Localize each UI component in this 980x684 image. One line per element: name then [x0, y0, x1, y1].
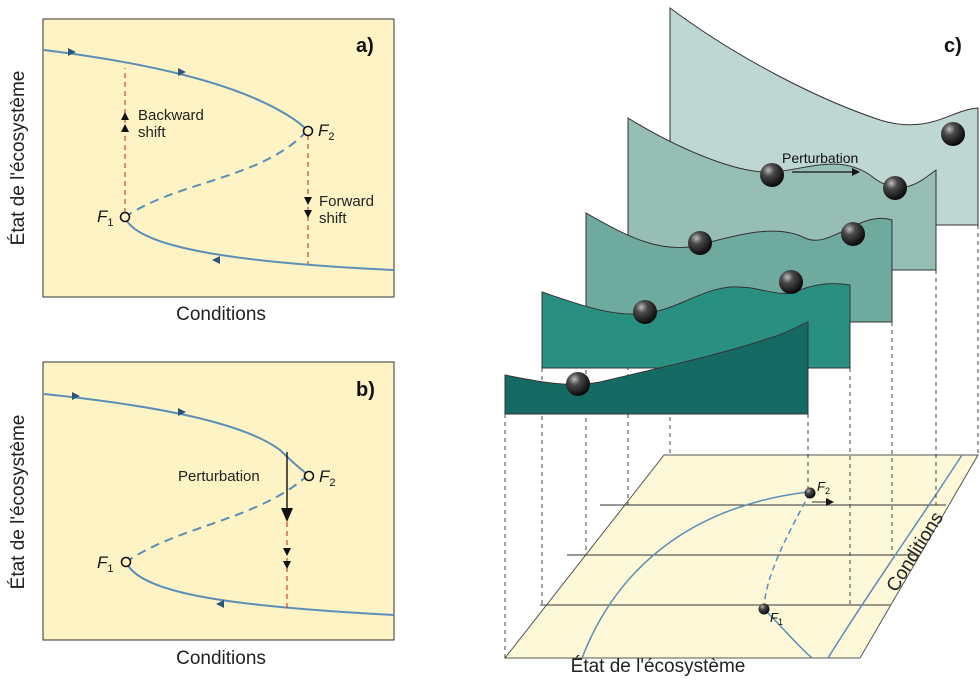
- panel-a-f1-label: F1: [97, 207, 114, 229]
- panel-a-f1-point: [119, 211, 131, 223]
- panel-a-label: a): [356, 35, 374, 57]
- panel-b-f2-label: F2: [319, 467, 336, 489]
- panel-c-ball-layer3-left: [688, 231, 712, 255]
- panel-b-ylabel: État de l'écosystème: [8, 415, 29, 590]
- panel-b-lower-arrow: [216, 600, 224, 608]
- panel-b-perturbation-arrowhead: [281, 508, 293, 522]
- panel-a-forward-label-2: shift: [319, 210, 347, 227]
- panel-c-label: c): [944, 35, 962, 57]
- panel-a-forward-label-1: Forward: [319, 193, 374, 210]
- panel-c-f2-label: F2: [817, 479, 830, 496]
- panel-c-ball-layer2-left: [760, 163, 784, 187]
- panel-a-background: [42, 18, 395, 298]
- panel-b-f2-point: [303, 470, 315, 482]
- panel-a-xlabel: Conditions: [176, 304, 266, 325]
- panel-c-ball-layer3-right: [841, 222, 865, 246]
- panel-c-ball-layer2-right: [883, 176, 907, 200]
- panel-c-ball-layer5: [566, 372, 590, 396]
- panel-c-perturbation-label: Perturbation: [782, 150, 858, 166]
- panel-b-lower-branch: [125, 561, 395, 616]
- panel-c-plane-curve-right: [763, 454, 963, 659]
- panel-a-ylabel: État de l'écosystème: [8, 71, 29, 246]
- panel-b-shift-arrow-2: [283, 561, 291, 569]
- panel-b-shift-arrow-1: [283, 548, 291, 556]
- panel-a-backward-label-2: shift: [138, 124, 166, 141]
- panel-b-xlabel: Conditions: [176, 648, 266, 669]
- panel-a-lower-branch: [124, 216, 395, 271]
- panel-a-backward-arrow-1: [121, 112, 129, 120]
- panel-c-xlabel: État de l'écosystème: [571, 656, 746, 677]
- panel-b-f1-point: [120, 556, 132, 568]
- panel-b-background: [42, 361, 395, 641]
- panel-c-plane-curve-unstable: [763, 492, 811, 610]
- panel-a: a) Backward shift Forward shift F2 F1 Co…: [8, 18, 395, 325]
- panel-c-ball-layer4-left: [633, 300, 657, 324]
- panel-c-plane-curve-left: [581, 491, 809, 659]
- panel-a-f2-point: [302, 125, 314, 137]
- panel-c-f1-label: F1: [770, 610, 783, 627]
- panel-b-label: b): [356, 379, 375, 401]
- panel-b-upper-arrow-1: [72, 392, 80, 400]
- panel-b: b) Perturbation F2 F1 Conditions État de…: [8, 361, 395, 669]
- panel-c-ball-layer4-right: [779, 270, 803, 294]
- panel-a-forward-arrow-2: [304, 210, 312, 218]
- panel-a-backward-arrow-2: [121, 124, 129, 132]
- panel-b-f1-label: F1: [97, 553, 114, 575]
- panel-a-f2-label: F2: [318, 121, 335, 143]
- panel-a-upper-arrow-1: [68, 48, 76, 56]
- panel-b-upper-arrow-2: [178, 408, 186, 416]
- panel-c-ball-layer1: [941, 122, 965, 146]
- panel-a-lower-arrow: [212, 256, 220, 264]
- panel-b-perturbation-label: Perturbation: [178, 468, 260, 485]
- panel-c-plane-f1-point: [758, 603, 770, 615]
- panel-a-backward-label-1: Backward: [138, 107, 204, 124]
- panel-a-upper-branch: [43, 49, 308, 132]
- panel-c-plane-f2-point: [804, 487, 816, 499]
- panel-a-forward-arrow-1: [304, 197, 312, 205]
- panel-c: c) Perturbation F2 F1 État de l'écosystè…: [503, 7, 979, 677]
- panel-b-upper-branch: [43, 393, 309, 476]
- panel-a-upper-arrow-2: [178, 68, 186, 76]
